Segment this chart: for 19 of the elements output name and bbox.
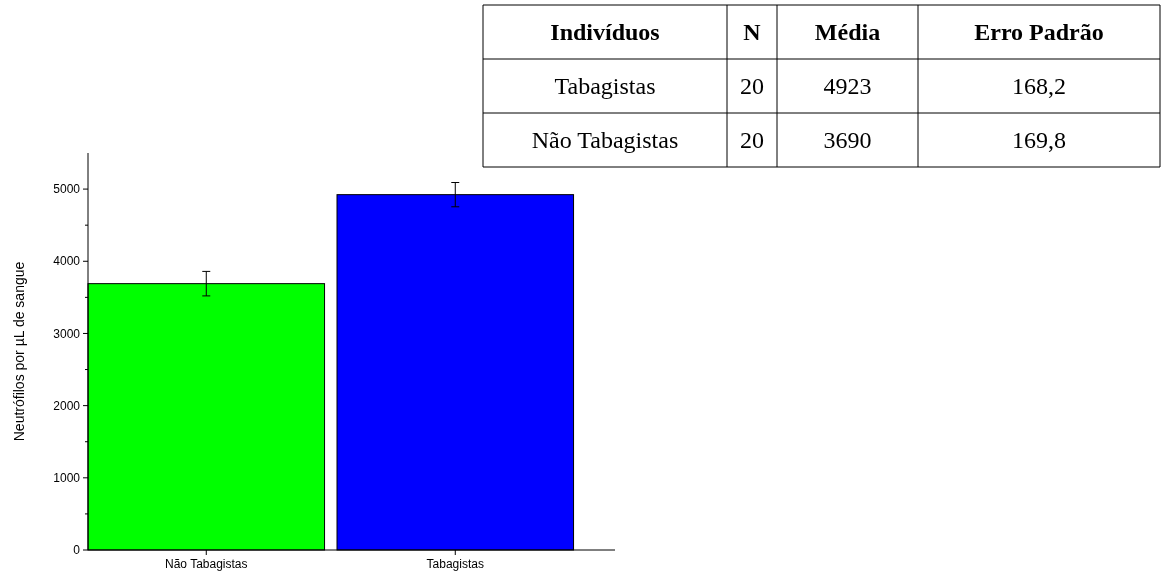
- y-tick-label: 1000: [53, 471, 81, 486]
- text: N: [743, 19, 762, 46]
- text: Erro Padrão: [974, 19, 1104, 46]
- y-tick-label: 5000: [53, 182, 81, 197]
- text: 4923: [823, 73, 872, 100]
- annotation: Não Tabagistas: [531, 127, 679, 154]
- text: 168,2: [1012, 73, 1066, 100]
- text: 20: [740, 73, 764, 100]
- y-tick-label: 4000: [53, 254, 81, 269]
- text: 169,8: [1012, 127, 1066, 154]
- text: 20: [740, 127, 764, 154]
- text: Tabagistas: [554, 73, 656, 100]
- y-tick-label: 3000: [53, 326, 81, 341]
- y-tick-label: 0: [73, 543, 81, 558]
- text: Média: [814, 19, 881, 46]
- text: 3690: [823, 127, 872, 154]
- y-tick-label: 2000: [53, 398, 81, 413]
- text: Indivíduos: [550, 19, 660, 46]
- y-axis-title: Neutrófilos por µL de sangue: [11, 261, 27, 442]
